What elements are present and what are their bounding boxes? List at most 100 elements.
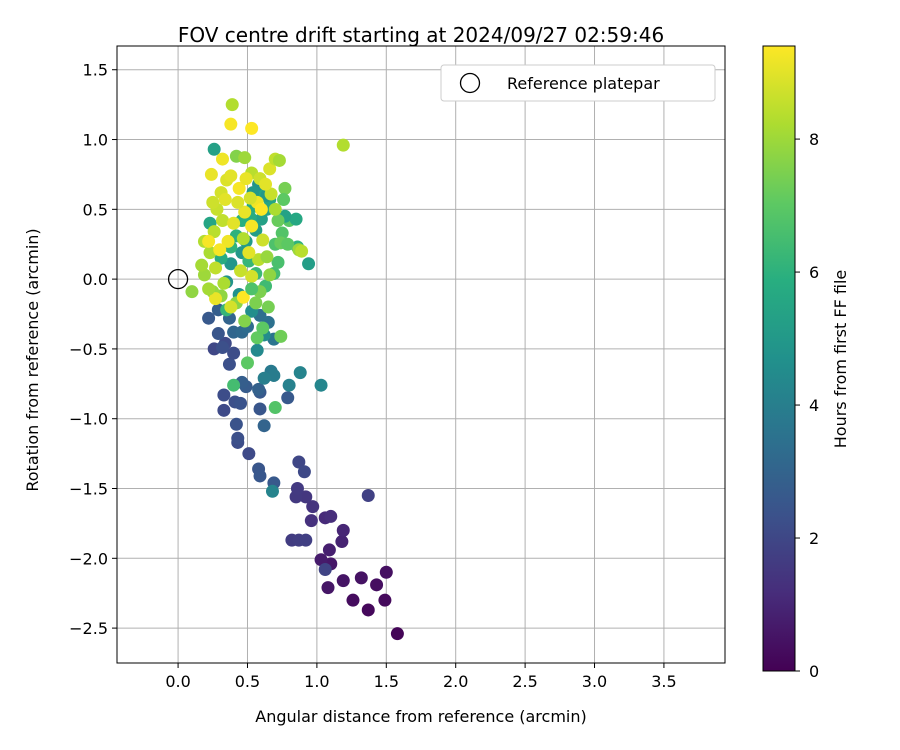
data-point [336, 523, 350, 537]
y-axis-ticks: 1.5 1.0 0.5 0.0 −0.5 −1.0 −1.5 −2.0 −2.5 [69, 61, 117, 638]
data-point [281, 237, 295, 251]
data-point [263, 162, 277, 176]
data-point [324, 509, 338, 523]
data-point [289, 212, 303, 226]
legend-entry-reference: Reference platepar [507, 74, 660, 93]
data-point [271, 213, 285, 227]
data-point [321, 581, 335, 595]
data-point [336, 138, 350, 152]
data-point [299, 490, 313, 504]
data-point [242, 447, 256, 461]
data-point [268, 202, 282, 216]
data-point [253, 469, 267, 483]
data-point [290, 482, 304, 496]
data-point [209, 261, 223, 275]
data-point [231, 195, 245, 209]
colorbar-tick-label: 0 [809, 662, 819, 681]
data-point [213, 243, 227, 257]
data-point [236, 232, 250, 246]
data-point [207, 142, 221, 156]
data-point [204, 167, 218, 181]
data-point [314, 553, 328, 567]
data-point [215, 341, 229, 355]
y-axis-label: Rotation from reference (arcmin) [23, 228, 42, 491]
data-point [224, 117, 238, 131]
data-point [207, 225, 221, 239]
x-tick-label: 3.0 [582, 672, 607, 691]
data-point [202, 311, 216, 325]
x-tick-label: 0.5 [235, 672, 260, 691]
y-tick-label: 1.5 [83, 61, 108, 80]
data-point [370, 578, 384, 592]
data-point [295, 244, 309, 258]
data-point [238, 151, 252, 165]
data-point [274, 329, 288, 343]
colorbar-tick-label: 2 [809, 529, 819, 548]
y-tick-label: 0.5 [83, 200, 108, 219]
data-point [252, 382, 266, 396]
x-tick-label: 2.0 [443, 672, 468, 691]
x-axis-ticks: 0.0 0.5 1.0 1.5 2.0 2.5 3.0 3.5 [165, 663, 677, 691]
data-point [197, 268, 211, 282]
data-point [272, 153, 286, 167]
data-point [229, 417, 243, 431]
x-tick-label: 3.5 [651, 672, 676, 691]
data-point [217, 403, 231, 417]
grid-lines [117, 46, 725, 663]
y-tick-label: −0.5 [69, 340, 108, 359]
data-point [215, 213, 229, 227]
legend: Reference platepar [440, 64, 716, 102]
data-point [277, 193, 291, 207]
colorbar-gradient [762, 45, 796, 672]
data-point [227, 346, 241, 360]
data-point [268, 401, 282, 415]
data-point [224, 300, 238, 314]
data-point [209, 292, 223, 306]
data-point [242, 246, 256, 260]
data-point [256, 321, 270, 335]
y-tick-label: −1.5 [69, 480, 108, 499]
data-point [256, 233, 270, 247]
data-point [211, 327, 225, 341]
data-point [249, 296, 263, 310]
data-point [253, 402, 267, 416]
data-point [361, 488, 375, 502]
legend-marker-icon [459, 72, 481, 94]
data-point [234, 264, 248, 278]
colorbar-tick-label: 8 [809, 130, 819, 149]
data-point [221, 234, 235, 248]
data-point [361, 603, 375, 617]
colorbar-label: Hours from first FF file [831, 270, 850, 449]
data-point [222, 357, 236, 371]
data-point [379, 565, 393, 579]
data-point [254, 202, 268, 216]
data-point [346, 593, 360, 607]
x-tick-label: 1.0 [304, 672, 329, 691]
chart-title: FOV centre drift starting at 2024/09/27 … [178, 23, 664, 47]
colorbar-ticks: 0 2 4 6 8 [795, 130, 819, 681]
data-point [257, 419, 271, 433]
data-point [239, 172, 253, 186]
data-point [238, 205, 252, 219]
data-point [224, 169, 238, 183]
data-point [245, 219, 259, 233]
data-point [225, 98, 239, 112]
data-point [245, 121, 259, 135]
y-tick-label: 1.0 [83, 131, 108, 150]
x-axis-label: Angular distance from reference (arcmin) [255, 707, 586, 726]
data-point [271, 255, 285, 269]
data-point [293, 366, 307, 380]
data-point [304, 514, 318, 528]
data-point [236, 290, 250, 304]
y-tick-label: 0.0 [83, 270, 108, 289]
data-point [243, 191, 257, 205]
y-tick-label: −2.5 [69, 619, 108, 638]
data-point [297, 465, 311, 479]
data-point [302, 257, 316, 271]
data-point [336, 574, 350, 588]
data-point [322, 543, 336, 557]
data-point [206, 195, 220, 209]
data-point [314, 378, 328, 392]
y-tick-label: −2.0 [69, 549, 108, 568]
